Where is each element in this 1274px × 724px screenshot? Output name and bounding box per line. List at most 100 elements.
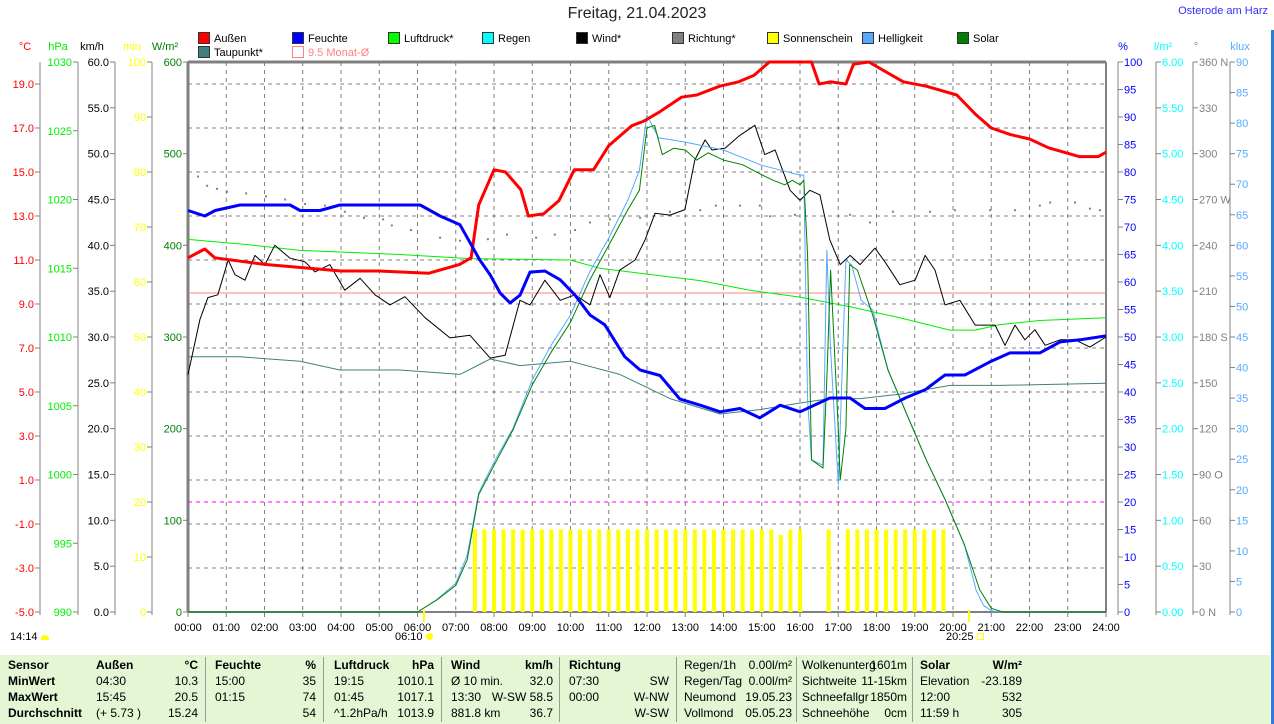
window-edge (1271, 30, 1274, 724)
sunrise-icon (425, 633, 433, 640)
axis-tick-label-sunshine: 70 (134, 222, 146, 234)
axis-tick-label-wind: 45.0 (88, 195, 109, 207)
sunshine-bar (750, 529, 755, 612)
sunshine-bar (778, 535, 783, 612)
axis-unit-wind: km/h (80, 41, 104, 53)
stats-cell: W-NW (633, 690, 669, 704)
axis-tick-label-temp: 19.0 (13, 79, 34, 91)
axis-tick-label-direction: 120 (1199, 424, 1217, 436)
column-separator (796, 657, 797, 722)
axis-tick-label-temp: 13.0 (13, 211, 34, 223)
axis-tick-label-humidity: 5 (1124, 580, 1130, 592)
x-tick-label: 17:00 (824, 622, 852, 634)
axis-tick-label-direction: 270 W (1199, 195, 1231, 207)
direction-dot (535, 236, 538, 239)
stats-header-cell: Luftdruck (334, 658, 390, 672)
stats-cell: 305 (1001, 706, 1022, 720)
axis-tick-label-humidity: 20 (1124, 497, 1136, 509)
axis-tick-label-temp: -5.0 (15, 607, 34, 619)
legend-swatch (672, 32, 684, 44)
stats-cell: Schneefallgr (802, 690, 869, 704)
axis-tick-label-direction: 30 (1199, 561, 1211, 573)
legend-swatch (198, 32, 210, 44)
sunshine-bar (616, 529, 621, 612)
stats-cell: 15.24 (167, 706, 198, 720)
axis-tick-label-pressure: 1000 (48, 470, 72, 482)
axis-tick-label-brightness: 15 (1236, 515, 1248, 527)
stats-header-cell: Regen/1h (684, 658, 737, 672)
sunset-label: 20:25 (946, 631, 984, 643)
location-link[interactable]: Osterode am Harz (1178, 5, 1268, 17)
stats-cell: 00:00 (569, 690, 600, 704)
direction-dot (849, 213, 852, 216)
stats-cell: 19:15 (334, 674, 365, 688)
axis-tick-label-rain: 1.50 (1162, 470, 1183, 482)
axis-tick-label-solar: 500 (164, 149, 182, 161)
series-line-feuchte (187, 203, 1107, 420)
stats-cell: 04:30 (96, 674, 127, 688)
direction-dot (216, 187, 219, 190)
sunshine-bar (511, 529, 516, 612)
axis-tick-label-temp: 9.0 (19, 299, 34, 311)
stats-cell: W-SW 58.5 (491, 690, 553, 704)
axis-tick-label-humidity: 35 (1124, 415, 1136, 427)
axis-tick-label-rain: 5.50 (1162, 103, 1183, 115)
axis-tick-label-pressure: 995 (54, 538, 72, 550)
legend-swatch (482, 32, 494, 44)
column-separator (205, 657, 206, 722)
axis-tick-label-sunshine: 90 (134, 112, 146, 124)
stats-header-cell: °C (184, 658, 198, 672)
axis-tick-label-sunshine: 40 (134, 387, 146, 399)
sunshine-bar (625, 529, 630, 612)
sunshine-bar (731, 529, 736, 612)
stats-cell: 1013.9 (397, 706, 434, 720)
axis-tick-label-temp: 5.0 (19, 387, 34, 399)
stats-cell: 532 (1001, 690, 1022, 704)
axis-tick-label-humidity: 70 (1124, 222, 1136, 234)
legend-item: Wind* (576, 32, 621, 45)
stats-cell: Schneehöhe (802, 706, 870, 720)
axis-tick-label-humidity: 25 (1124, 470, 1136, 482)
sunshine-bar (893, 529, 898, 612)
stats-cell: 36.7 (529, 706, 553, 720)
axis-tick-label-wind: 40.0 (88, 240, 109, 252)
direction-dot (589, 221, 592, 224)
column-separator (441, 657, 442, 722)
sunshine-bar (941, 529, 946, 612)
stats-cell: 01:45 (334, 690, 365, 704)
stats-cell: Ø 10 min. (451, 674, 504, 688)
x-tick-label: 13:00 (671, 622, 699, 634)
x-tick-label: 05:00 (365, 622, 393, 634)
direction-dot (486, 238, 489, 241)
axis-tick-label-wind: 55.0 (88, 103, 109, 115)
axis-tick-label-wind: 20.0 (88, 424, 109, 436)
legend-swatch (388, 32, 400, 44)
legend-swatch (198, 46, 210, 58)
stats-header-cell: Solar (920, 658, 951, 672)
sunshine-bar (492, 529, 496, 612)
direction-dot (1098, 209, 1101, 212)
direction-dot (506, 233, 509, 236)
stats-cell: 07:30 (569, 674, 600, 688)
sunshine-bar (721, 529, 726, 612)
axis-tick-label-solar: 200 (164, 424, 182, 436)
axis-tick-label-direction: 90 O (1199, 470, 1223, 482)
axis-unit-brightness: klux (1230, 41, 1250, 53)
x-tick-label: 08:00 (480, 622, 508, 634)
axis-tick-label-sunshine: 10 (134, 552, 146, 564)
stats-cell: MinWert (8, 674, 56, 688)
sunshine-bar (702, 529, 707, 612)
direction-dot (439, 236, 442, 239)
x-tick-label: 21:00 (977, 622, 1005, 634)
axis-tick-label-brightness: 55 (1236, 271, 1248, 283)
direction-dot (245, 192, 248, 195)
axis-tick-label-brightness: 80 (1236, 118, 1248, 130)
stats-header-cell: hPa (411, 658, 434, 672)
direction-dot (206, 184, 209, 187)
direction-dot (458, 239, 461, 242)
sunshine-bar (520, 529, 525, 612)
x-tick-label: 06:00 (404, 622, 432, 634)
axis-tick-label-brightness: 30 (1236, 424, 1248, 436)
axis-tick-label-sunshine: 20 (134, 497, 146, 509)
sunshine-bar (864, 529, 869, 612)
